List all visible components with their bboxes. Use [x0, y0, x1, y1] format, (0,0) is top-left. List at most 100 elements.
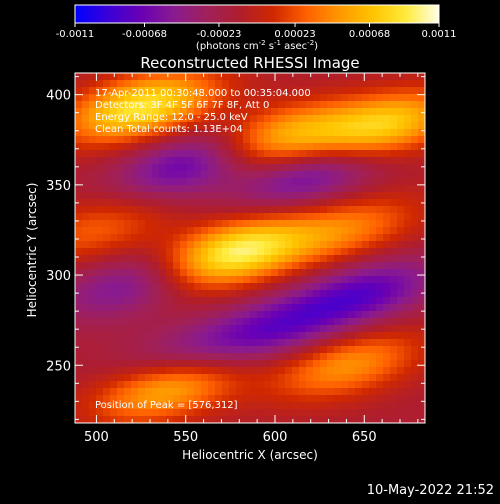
heatmap-cell: [299, 269, 307, 277]
heatmap-cell: [250, 304, 258, 312]
heatmap-cell: [180, 276, 188, 284]
heatmap-cell: [215, 360, 223, 368]
heatmap-cell: [243, 255, 251, 263]
heatmap-cell: [383, 220, 391, 228]
heatmap-cell: [334, 395, 342, 403]
heatmap-cell: [75, 374, 83, 382]
heatmap-cell: [236, 276, 244, 284]
heatmap-cell: [243, 381, 251, 389]
heatmap-cell: [299, 73, 307, 81]
heatmap-cell: [390, 227, 398, 235]
heatmap-cell: [82, 220, 90, 228]
heatmap-cell: [180, 101, 188, 109]
heatmap-cell: [397, 178, 405, 186]
heatmap-cell: [376, 199, 384, 207]
heatmap-cell: [397, 227, 405, 235]
heatmap-cell: [376, 185, 384, 193]
heatmap-cell: [187, 150, 195, 158]
heatmap-cell: [327, 283, 335, 291]
heatmap-cell: [334, 129, 342, 137]
y-tick-label: 250: [46, 359, 71, 374]
heatmap-cell: [299, 143, 307, 151]
heatmap-cell: [138, 311, 146, 319]
heatmap-cell: [145, 283, 153, 291]
heatmap-cell: [327, 367, 335, 375]
heatmap-cell: [180, 206, 188, 214]
heatmap-cell: [82, 416, 90, 423]
heatmap-cell: [131, 374, 139, 382]
heatmap-cell: [348, 374, 356, 382]
heatmap-cell: [334, 269, 342, 277]
heatmap-cell: [180, 381, 188, 389]
heatmap-cell: [89, 87, 97, 95]
heatmap-cell: [348, 360, 356, 368]
heatmap-cell: [292, 157, 300, 165]
heatmap-cell: [159, 388, 167, 396]
heatmap-cell: [180, 178, 188, 186]
heatmap-cell: [348, 402, 356, 410]
heatmap-cell: [397, 213, 405, 221]
heatmap-cell: [215, 129, 223, 137]
heatmap-cell: [243, 94, 251, 102]
heatmap-cell: [110, 220, 118, 228]
heatmap-cell: [376, 164, 384, 172]
heatmap-cell: [117, 234, 125, 242]
heatmap-cell: [292, 108, 300, 116]
heatmap-cell: [369, 213, 377, 221]
heatmap-cell: [180, 290, 188, 298]
heatmap-cell: [117, 115, 125, 123]
heatmap-cell: [383, 269, 391, 277]
heatmap-cell: [201, 101, 209, 109]
heatmap-cell: [320, 318, 328, 326]
heatmap-cell: [110, 367, 118, 375]
heatmap-cell: [89, 255, 97, 263]
heatmap-cell: [103, 241, 111, 249]
heatmap-cell: [327, 297, 335, 305]
heatmap-cell: [278, 276, 286, 284]
heatmap-cell: [334, 171, 342, 179]
heatmap-cell: [411, 269, 419, 277]
heatmap-cell: [82, 122, 90, 130]
heatmap-cell: [376, 360, 384, 368]
heatmap-cell: [110, 248, 118, 256]
heatmap-cell: [348, 136, 356, 144]
heatmap-cell: [313, 255, 321, 263]
heatmap-cell: [299, 325, 307, 333]
heatmap-cell: [334, 143, 342, 151]
heatmap-cell: [110, 304, 118, 312]
heatmap-cell: [201, 220, 209, 228]
heatmap-cell: [96, 178, 104, 186]
heatmap-cell: [355, 388, 363, 396]
heatmap-cell: [131, 206, 139, 214]
heatmap-cell: [348, 206, 356, 214]
heatmap-cell: [152, 332, 160, 340]
heatmap-cell: [250, 290, 258, 298]
heatmap-cell: [271, 87, 279, 95]
heatmap-cell: [166, 199, 174, 207]
heatmap-cell: [208, 241, 216, 249]
heatmap-cell: [362, 164, 370, 172]
heatmap-cell: [383, 87, 391, 95]
heatmap-cell: [222, 164, 230, 172]
heatmap-cell: [201, 87, 209, 95]
heatmap-cell: [138, 220, 146, 228]
heatmap-cell: [383, 409, 391, 417]
heatmap-cell: [180, 108, 188, 116]
heatmap-cell: [334, 402, 342, 410]
heatmap-cell: [271, 129, 279, 137]
heatmap-cell: [264, 290, 272, 298]
heatmap-cell: [180, 402, 188, 410]
heatmap-cell: [215, 367, 223, 375]
heatmap-cell: [124, 409, 132, 417]
heatmap-cell: [306, 199, 314, 207]
heatmap-cell: [208, 171, 216, 179]
heatmap-cell: [306, 227, 314, 235]
heatmap-cell: [376, 73, 384, 81]
heatmap-cell: [397, 276, 405, 284]
heatmap-cell: [383, 241, 391, 249]
heatmap-cell: [411, 115, 419, 123]
heatmap-cell: [166, 206, 174, 214]
heatmap-cell: [215, 395, 223, 403]
heatmap-cell: [159, 339, 167, 347]
heatmap-cell: [278, 339, 286, 347]
